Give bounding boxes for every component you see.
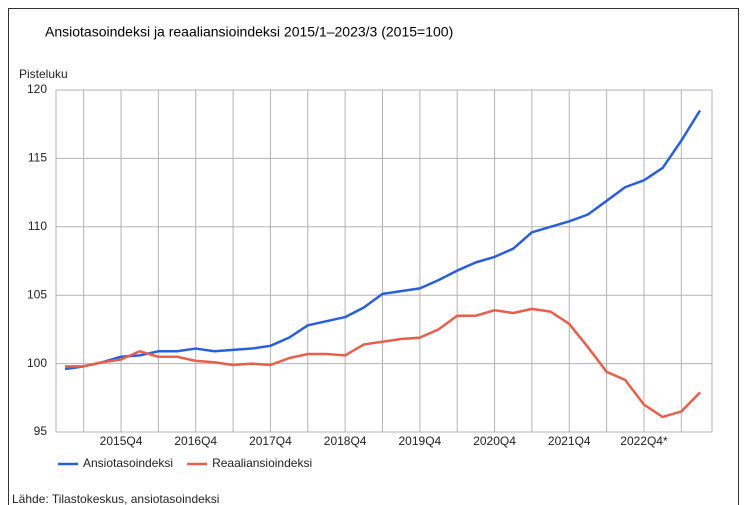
y-tick-label: 100 bbox=[27, 356, 47, 370]
x-tick-label: 2019Q4 bbox=[399, 434, 442, 448]
frame bbox=[8, 8, 739, 505]
x-tick-label: 2022Q4* bbox=[620, 434, 668, 448]
series-line bbox=[65, 307, 701, 419]
y-tick-label: 105 bbox=[27, 287, 47, 301]
x-tick-label: 2020Q4 bbox=[473, 434, 516, 448]
y-tick-label: 95 bbox=[34, 424, 48, 438]
x-tick-label: 2015Q4 bbox=[100, 434, 143, 448]
legend-label: Reaaliansioindeksi bbox=[212, 456, 312, 470]
y-tick-label: 110 bbox=[28, 219, 47, 233]
x-tick-label: 2016Q4 bbox=[174, 434, 217, 448]
y-axis-label: Pisteluku bbox=[19, 67, 68, 81]
x-tick-label: 2021Q4 bbox=[548, 434, 591, 448]
y-tick-label: 120 bbox=[27, 82, 47, 96]
x-tick-label: 2017Q4 bbox=[249, 434, 292, 448]
y-tick-label: 115 bbox=[28, 151, 47, 165]
chart-title: Ansiotasoindeksi ja reaaliansioindeksi 2… bbox=[45, 24, 453, 40]
legend-label: Ansiotasoindeksi bbox=[83, 456, 173, 470]
series-line bbox=[64, 109, 702, 371]
x-tick-label: 2018Q4 bbox=[324, 434, 367, 448]
source: Lähde: Tilastokeskus, ansiotasoindeksi bbox=[12, 492, 219, 505]
